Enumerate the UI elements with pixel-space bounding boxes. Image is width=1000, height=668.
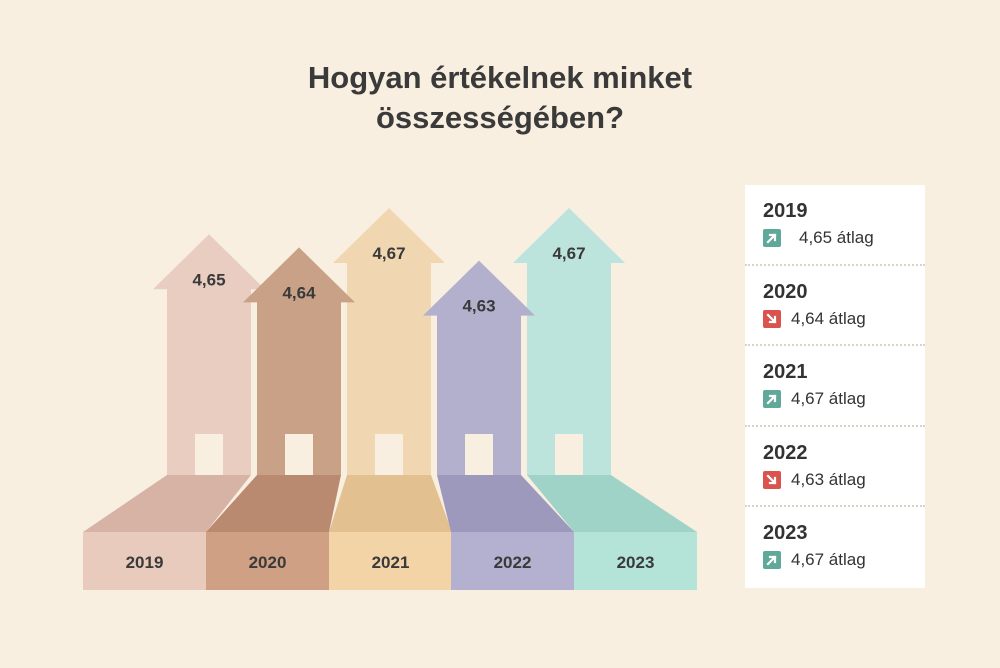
- category-label-2023: 2023: [617, 553, 655, 572]
- legend-item-2021: 2021 4,67 átlag: [745, 346, 925, 427]
- door-2021: [375, 434, 403, 475]
- arrow-bar-2022: [423, 260, 535, 475]
- legend-value: 4,65 átlag: [799, 228, 874, 247]
- base-front-2023: [574, 532, 697, 590]
- arrow-bar-chart: 4,65 4,67 4,67 4,64 4,63 2019 2020 2021 2022 2023: [83, 208, 697, 590]
- legend-year: 2019: [763, 200, 808, 222]
- legend-value: 4,64 átlag: [791, 308, 866, 328]
- trend-down-icon: [763, 470, 781, 489]
- base-top-2020: [206, 475, 341, 532]
- legend-item-2020: 2020 4,64 átlag: [745, 266, 925, 347]
- arrow-bar-2021: [333, 208, 445, 475]
- legend-item-2019: 2019 4,65 átlag: [745, 185, 925, 266]
- base-top-2019: [83, 475, 251, 532]
- legend-value: 4,67 átlag: [791, 389, 866, 409]
- category-label-2019: 2019: [126, 553, 164, 572]
- legend-year: 2022: [763, 441, 808, 464]
- base-front-2022: [451, 532, 574, 590]
- chart-title-line-1: Hogyan értékelnek minket: [307, 60, 693, 95]
- legend-panel: 2019 4,65 átlag 2020 4,64 átlag 2021 4,6…: [745, 185, 925, 588]
- trend-down-icon: [763, 309, 781, 328]
- trend-up-icon: [763, 390, 781, 409]
- chart-title-line-2: összességében?: [375, 100, 625, 135]
- category-label-2021: 2021: [372, 553, 410, 572]
- trend-up-icon: [763, 229, 781, 247]
- value-label-2022: 4,63: [462, 297, 495, 316]
- legend-value: 4,67 átlag: [791, 550, 866, 570]
- base-front-2020: [206, 532, 329, 590]
- trend-up-icon: [763, 551, 781, 570]
- legend-item-2023: 2023 4,67 átlag: [745, 507, 925, 588]
- arrow-bar-2020: [243, 247, 355, 475]
- door-2019: [195, 434, 223, 475]
- legend-year: 2021: [763, 361, 808, 384]
- arrow-bar-2023: [513, 208, 625, 475]
- legend-year: 2023: [763, 522, 808, 545]
- category-label-2020: 2020: [249, 553, 287, 572]
- base-top-2021: [329, 475, 452, 532]
- base-top-2022: [437, 475, 574, 532]
- value-label-2020: 4,64: [282, 283, 316, 302]
- arrow-bar-2019: [153, 234, 265, 475]
- value-label-2023: 4,67: [552, 244, 585, 263]
- base-front-2021: [329, 532, 452, 590]
- value-label-2021: 4,67: [372, 244, 405, 263]
- value-label-2019: 4,65: [192, 270, 225, 289]
- category-label-2022: 2022: [494, 553, 532, 572]
- door-2020: [285, 434, 313, 475]
- legend-year: 2020: [763, 280, 808, 303]
- chart-title: Hogyan értékelnek minket összességében?: [0, 58, 1000, 138]
- base-top-2023: [527, 475, 697, 532]
- legend-value: 4,63 átlag: [791, 469, 866, 489]
- legend-item-2022: 2022 4,63 átlag: [745, 427, 925, 508]
- base-front-2019: [83, 532, 206, 590]
- door-2023: [555, 434, 583, 475]
- door-2022: [465, 434, 493, 475]
